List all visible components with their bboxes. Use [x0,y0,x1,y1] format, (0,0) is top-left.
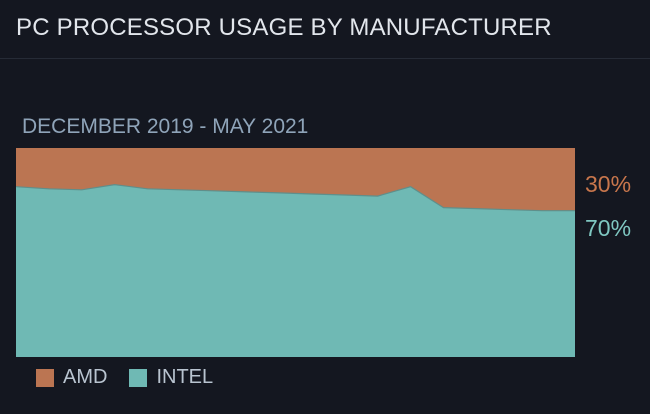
header-divider [0,58,650,59]
chart-legend: AMD INTEL [36,366,235,389]
intel-area [16,184,575,357]
page-title: PC PROCESSOR USAGE BY MANUFACTURER [16,14,552,41]
amd-area [16,148,575,211]
intel-percentage-label: 70% [585,215,632,241]
amd-percentage-label: 30% [585,171,632,197]
legend-swatch-intel [129,368,148,387]
legend-swatch-amd [36,368,54,387]
chart-subtitle: DECEMBER 2019 - MAY 2021 [22,115,309,138]
legend-label-amd: AMD [63,366,108,388]
legend-item-intel: INTEL [129,366,213,389]
series-boundary-line [15,183,575,212]
legend-label-intel: INTEL [156,366,214,388]
legend-item-amd: AMD [36,366,107,389]
